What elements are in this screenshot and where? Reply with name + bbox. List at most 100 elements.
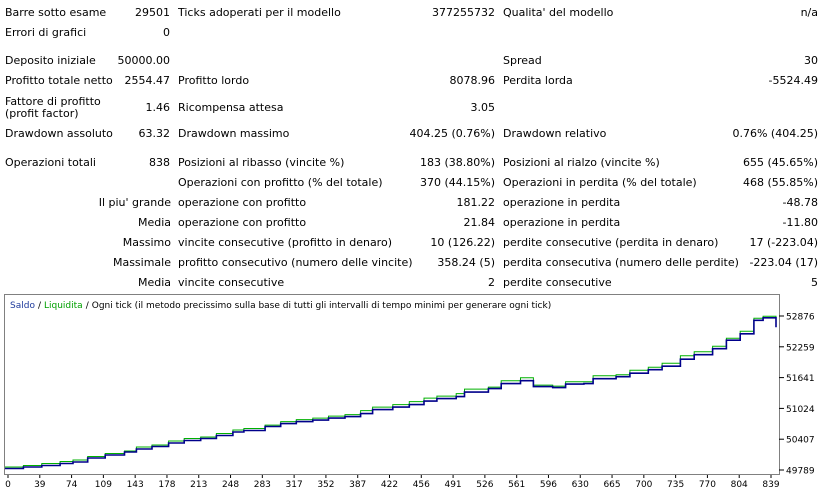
label-long-positions: Posizioni al rialzo (vincite %) — [503, 156, 660, 169]
value-max-consecutive-wins: 10 (126.22) — [430, 236, 495, 249]
value-gross-loss: -5524.49 — [768, 74, 818, 87]
row-profit-factor: Fattore di profitto (profit factor) 1.46… — [0, 96, 825, 120]
x-tick-label: 109 — [95, 480, 112, 490]
label-gross-profit: Profitto lordo — [178, 74, 250, 87]
legend-separator-2: / — [86, 301, 90, 311]
x-tick-label: 630 — [572, 480, 589, 490]
label-maximal-drawdown: Drawdown massimo — [178, 127, 290, 140]
x-tick-label: 74 — [66, 480, 78, 490]
x-tick-label: 0 — [5, 480, 11, 490]
label-loss-trades: Operazioni in perdita (% del totale) — [503, 176, 697, 189]
x-tick-label: 283 — [254, 480, 271, 490]
label-maximal-consecutive-loss: perdita consecutiva (numero delle perdit… — [503, 256, 739, 269]
label-short-positions: Posizioni al ribasso (vincite %) — [178, 156, 345, 169]
value-average-consecutive-losses: 5 — [811, 276, 818, 289]
x-tick-label: 561 — [508, 480, 525, 490]
value-long-positions: 655 (45.65%) — [742, 156, 818, 169]
value-maximal-drawdown: 404.25 (0.76%) — [409, 127, 495, 140]
label-largest: Il piu' grande — [98, 196, 171, 209]
label-profit-factor-line1: Fattore di profitto — [5, 95, 101, 108]
row-average-consecutive: Media vincite consecutive 2 perdite cons… — [0, 273, 825, 293]
value-expected-payoff: 3.05 — [470, 101, 496, 114]
x-tick-label: 491 — [444, 480, 461, 490]
label-profit-factor-line2: (profit factor) — [5, 107, 79, 120]
chart-svg: Saldo / Liquidita / Ogni tick (il metodo pre… — [4, 294, 815, 490]
x-tick-label: 804 — [731, 480, 748, 490]
label-average-loss-trade: operazione in perdita — [503, 216, 621, 229]
value-average-loss-trade: -11.80 — [782, 216, 818, 229]
value-largest-loss-trade: -48.78 — [782, 196, 818, 209]
x-tick-label: 526 — [476, 480, 493, 490]
row-profit-trades: Operazioni con profitto (% del totale) 3… — [0, 173, 825, 193]
row-average: Media operazione con profitto 21.84 oper… — [0, 213, 825, 233]
value-profit-trades: 370 (44.15%) — [419, 176, 495, 189]
y-axis: 52876 52259 51641 51024 50407 49789 — [779, 313, 815, 477]
value-net-profit: 2554.47 — [124, 74, 171, 87]
value-short-positions: 183 (38.80%) — [419, 156, 495, 169]
label-model-quality: Qualita' del modello — [503, 6, 614, 19]
label-ticks-modelled: Ticks adoperati per il modello — [178, 6, 341, 19]
label-maximal: Massimale — [112, 256, 171, 269]
label-average-consecutive-wins: vincite consecutive — [178, 276, 285, 289]
y-tick-label: 50407 — [786, 436, 815, 446]
value-maximal-consecutive-loss: -223.04 (17) — [749, 256, 818, 269]
x-tick-label: 39 — [34, 480, 46, 490]
balance-equity-chart: Saldo / Liquidita / Ogni tick (il metodo pre… — [4, 294, 821, 490]
row-profit: Profitto totale netto 2554.47 Profitto l… — [0, 71, 825, 91]
value-gross-profit: 8078.96 — [449, 74, 496, 87]
y-tick-label: 49789 — [786, 467, 815, 477]
label-expected-payoff: Ricompensa attesa — [178, 101, 284, 114]
value-absolute-drawdown: 63.32 — [138, 127, 171, 140]
label-average-profit-trade: operazione con profitto — [178, 216, 307, 229]
chart-legend: Saldo / Liquidita / Ogni tick (il metodo pre… — [10, 301, 551, 311]
row-largest: Il piu' grande operazione con profitto 1… — [0, 193, 825, 213]
x-tick-label: 352 — [317, 480, 334, 490]
x-tick-label: 839 — [762, 480, 779, 490]
value-model-quality: n/a — [800, 6, 818, 19]
label-relative-drawdown: Drawdown relativo — [503, 127, 607, 140]
x-tick-label: 735 — [667, 480, 684, 490]
label-chart-errors: Errori di grafici — [5, 26, 87, 39]
label-gross-loss: Perdita lorda — [503, 74, 573, 87]
series-layer — [5, 315, 777, 470]
series-line-saldo — [5, 317, 777, 470]
y-tick-label: 52876 — [786, 313, 815, 323]
row-deposit: Deposito iniziale 50000.00 Spread 30 — [0, 51, 825, 71]
label-absolute-drawdown: Drawdown assoluto — [5, 127, 113, 140]
x-tick-label: 422 — [381, 480, 398, 490]
x-tick-label: 143 — [127, 480, 144, 490]
label-average: Media — [137, 216, 171, 229]
value-bars-tested: 29501 — [135, 6, 170, 19]
legend-description: Ogni tick (il metodo precissimo sulla ba… — [92, 301, 551, 311]
label-initial-deposit: Deposito iniziale — [5, 54, 96, 67]
label-net-profit: Profitto totale netto — [5, 74, 113, 87]
value-largest-profit-trade: 181.22 — [456, 196, 496, 209]
x-tick-label: 387 — [349, 480, 366, 490]
label-profit-trades: Operazioni con profitto (% del totale) — [178, 176, 383, 189]
x-tick-label: 248 — [222, 480, 239, 490]
plot-area — [4, 294, 780, 475]
label-profit-factor: Fattore di profitto (profit factor) — [5, 93, 165, 123]
y-tick-label: 51641 — [786, 374, 815, 384]
legend-saldo: Saldo — [10, 301, 35, 311]
label-max-consecutive-wins: vincite consecutive (profitto in denaro) — [178, 236, 392, 249]
legend-separator: / — [38, 301, 42, 311]
x-tick-label: 665 — [603, 480, 620, 490]
label-largest-profit-trade: operazione con profitto — [178, 196, 307, 209]
label-max-consecutive-losses: perdite consecutive (perdita in denaro) — [503, 236, 719, 249]
value-relative-drawdown: 0.76% (404.25) — [732, 127, 818, 140]
value-average-consecutive-wins: 2 — [488, 276, 495, 289]
y-tick-label: 51024 — [786, 405, 815, 415]
value-spread: 30 — [804, 54, 818, 67]
value-initial-deposit: 50000.00 — [117, 54, 171, 67]
x-tick-label: 317 — [286, 480, 303, 490]
value-max-consecutive-losses: 17 (-223.04) — [749, 236, 818, 249]
row-drawdown: Drawdown assoluto 63.32 Drawdown massimo… — [0, 124, 825, 144]
label-maximal-consecutive-profit: profitto consecutivo (numero delle vinci… — [178, 256, 413, 269]
row-maximal: Massimale profitto consecutivo (numero d… — [0, 253, 825, 273]
label-bars-tested: Barre sotto esame — [5, 6, 107, 19]
y-tick-label: 52259 — [786, 343, 815, 353]
legend-liquidita: Liquidita — [44, 301, 83, 311]
value-average-profit-trade: 21.84 — [463, 216, 496, 229]
row-total-trades: Operazioni totali 838 Posizioni al ribas… — [0, 153, 825, 173]
